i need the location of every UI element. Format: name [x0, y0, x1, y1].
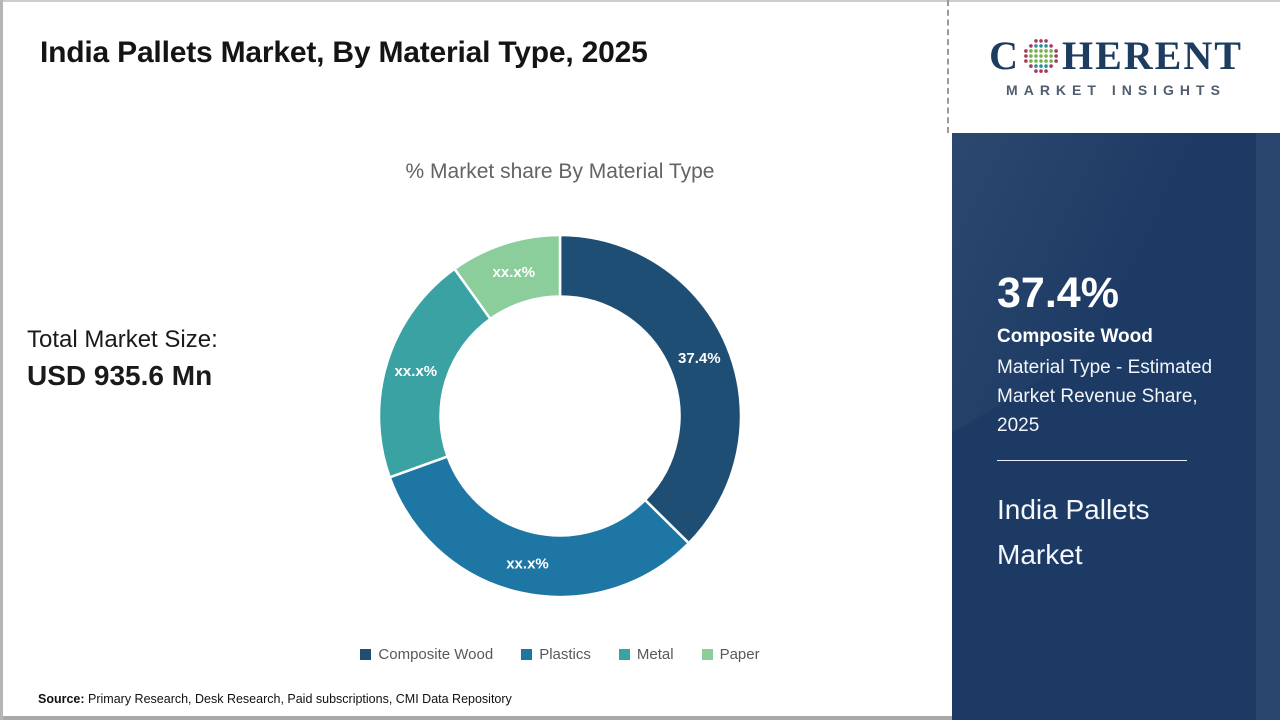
- legend-swatch-icon: [701, 649, 713, 660]
- donut-slices: [377, 233, 743, 599]
- brand-letter-c: C: [989, 32, 1020, 78]
- chart-title: % Market share By Material Type: [405, 160, 715, 183]
- slice-label-composite-wood: 37.4%: [678, 350, 721, 367]
- report-name: India Pallets Market: [997, 494, 1150, 571]
- dotted-globe-icon: [1024, 38, 1058, 73]
- legend-label: Composite Wood: [378, 646, 494, 663]
- highlight-description: Material Type - Estimated Market Revenue…: [997, 357, 1213, 437]
- legend-swatch-icon: [521, 649, 533, 660]
- donut-chart: 37.4% xx.x% xx.x% xx.x%: [377, 233, 743, 599]
- donut-slice-plastics: [388, 454, 691, 599]
- brand-tagline: MARKET INSIGHTS: [1006, 81, 1226, 98]
- total-market-size-label: Total Market Size:: [27, 326, 218, 353]
- donut-slice-composite-wood: [558, 233, 743, 545]
- legend-label: Plastics: [539, 646, 591, 663]
- sidebar-content: 37.4% Composite Wood Material Type - Est…: [997, 269, 1238, 577]
- source-label: Source:: [38, 692, 85, 706]
- donut-labels: 37.4% xx.x% xx.x% xx.x%: [395, 264, 721, 572]
- brand-wordmark: C HERENT: [989, 32, 1243, 78]
- slice-label-paper: xx.x%: [493, 264, 536, 281]
- brand-letters-rest: HERENT: [1061, 32, 1243, 78]
- legend-label: Metal: [636, 646, 674, 663]
- brand-logo: C HERENT MARKET INSIGHTS: [952, 0, 1280, 133]
- slice-label-metal: xx.x%: [395, 363, 438, 380]
- legend-item-plastics: Plastics: [521, 646, 591, 663]
- legend-item-composite-wood: Composite Wood: [360, 646, 493, 663]
- globe-dots: [1024, 38, 1058, 73]
- header-dashed-divider: [947, 0, 949, 133]
- highlight-value: 37.4%: [997, 269, 1119, 317]
- sidebar-texture-right: [1256, 133, 1280, 720]
- slice-label-plastics: xx.x%: [506, 556, 549, 573]
- legend-item-metal: Metal: [618, 646, 674, 663]
- total-market-size-block: Total Market Size: USD 935.6 Mn: [27, 326, 218, 392]
- legend-swatch-icon: [360, 649, 372, 660]
- source-text-value: Primary Research, Desk Research, Paid su…: [88, 692, 512, 706]
- legend-swatch-icon: [618, 649, 630, 660]
- legend-label: Paper: [719, 646, 760, 663]
- donut-slice-paper: [452, 233, 562, 321]
- legend-item-paper: Paper: [701, 646, 760, 663]
- highlight-sidebar: 37.4% Composite Wood Material Type - Est…: [952, 133, 1280, 720]
- chart-legend: Composite Wood Plastics Metal Paper: [300, 646, 820, 663]
- sidebar-divider: [997, 460, 1187, 462]
- total-market-size-value: USD 935.6 Mn: [27, 360, 213, 391]
- page-title: India Pallets Market, By Material Type, …: [40, 36, 648, 69]
- source-line: Source: Primary Research, Desk Research,…: [38, 692, 512, 706]
- highlight-segment-name: Composite Wood: [997, 326, 1153, 348]
